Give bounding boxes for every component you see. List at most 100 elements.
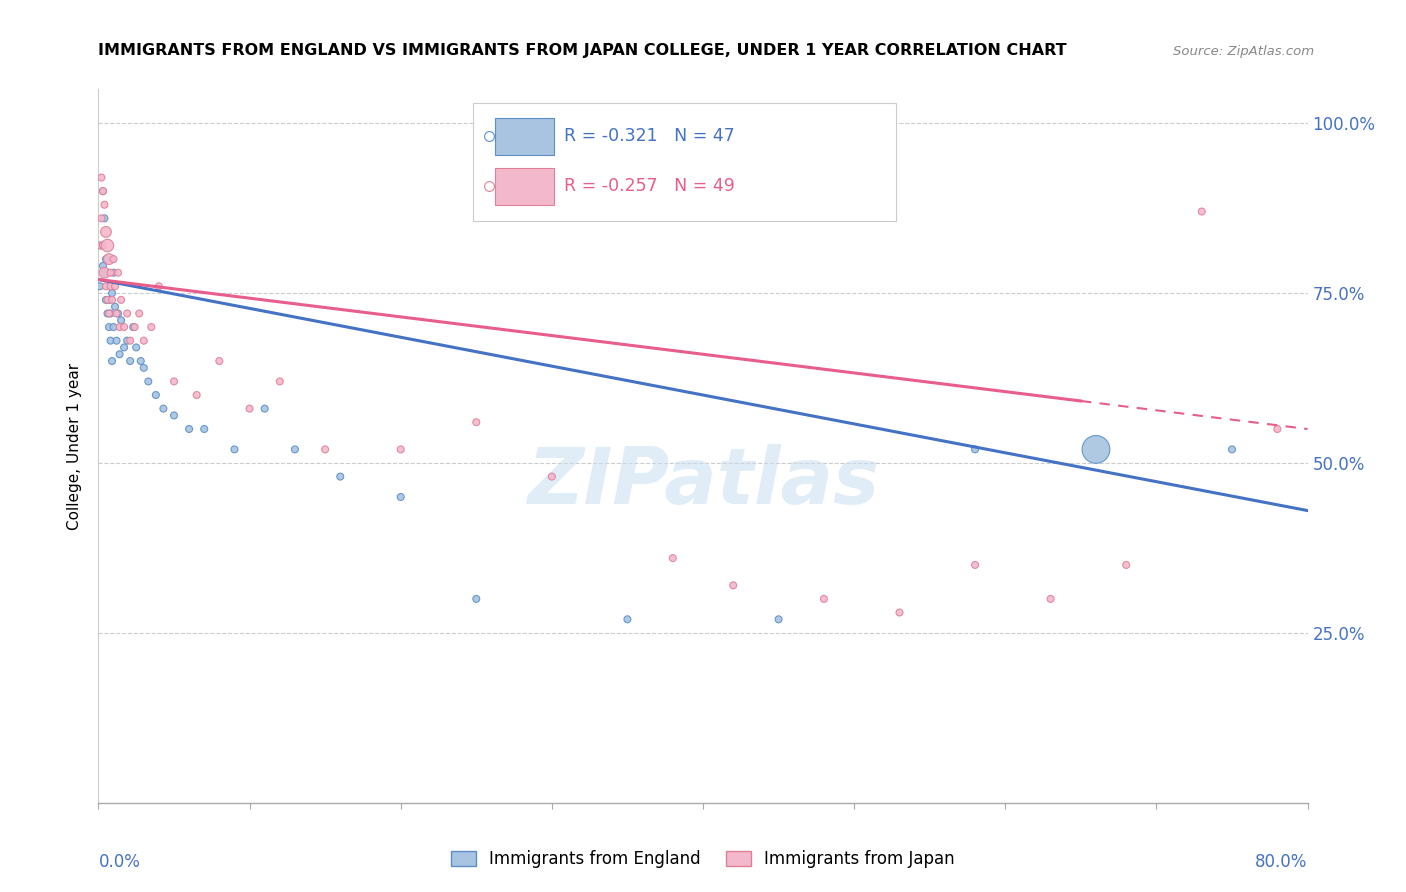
Point xyxy=(107,306,129,320)
Point xyxy=(90,170,112,185)
Point xyxy=(101,354,124,368)
Point xyxy=(1267,422,1289,436)
Point xyxy=(224,442,246,457)
Point xyxy=(465,415,488,429)
Point xyxy=(101,293,124,307)
Point xyxy=(94,279,117,293)
Point xyxy=(813,591,835,606)
Point xyxy=(93,266,115,280)
Point xyxy=(120,334,142,348)
Text: R = -0.257   N = 49: R = -0.257 N = 49 xyxy=(564,177,735,194)
Text: 80.0%: 80.0% xyxy=(1256,853,1308,871)
Point xyxy=(128,306,150,320)
Point xyxy=(98,320,121,334)
Point xyxy=(120,354,142,368)
Point xyxy=(141,320,163,334)
Point xyxy=(94,252,117,266)
Point xyxy=(110,313,132,327)
Point xyxy=(94,225,117,239)
Point xyxy=(1341,565,1364,579)
Point xyxy=(145,388,167,402)
Point xyxy=(91,259,114,273)
Point xyxy=(1085,442,1108,457)
FancyBboxPatch shape xyxy=(474,103,897,221)
Point xyxy=(110,293,132,307)
Point xyxy=(103,320,125,334)
Point xyxy=(89,279,111,293)
Point xyxy=(193,422,215,436)
Point xyxy=(129,354,152,368)
Point xyxy=(125,341,148,355)
Y-axis label: College, Under 1 year: College, Under 1 year xyxy=(67,362,83,530)
Point xyxy=(100,279,122,293)
Point xyxy=(107,266,129,280)
Point xyxy=(100,306,122,320)
Point xyxy=(115,334,138,348)
Point xyxy=(965,558,987,572)
Point xyxy=(768,612,790,626)
Text: ZIPatlas: ZIPatlas xyxy=(527,443,879,520)
Point xyxy=(98,306,121,320)
Point xyxy=(179,422,201,436)
Point xyxy=(314,442,336,457)
Point xyxy=(148,279,170,293)
Point xyxy=(93,198,115,212)
Point xyxy=(103,266,125,280)
Point xyxy=(575,208,598,222)
Point xyxy=(89,238,111,252)
Legend: Immigrants from England, Immigrants from Japan: Immigrants from England, Immigrants from… xyxy=(444,844,962,875)
Point xyxy=(269,375,291,389)
Point xyxy=(91,184,114,198)
Point xyxy=(108,320,131,334)
Point xyxy=(132,334,155,348)
Point xyxy=(91,184,114,198)
Point xyxy=(98,293,121,307)
Point xyxy=(122,320,145,334)
Point xyxy=(163,409,186,423)
Point xyxy=(103,252,125,266)
Point xyxy=(90,238,112,252)
Point xyxy=(616,612,638,626)
Point xyxy=(1220,442,1243,457)
Point xyxy=(239,401,262,416)
Point xyxy=(723,578,745,592)
FancyBboxPatch shape xyxy=(495,118,554,155)
Text: Source: ZipAtlas.com: Source: ZipAtlas.com xyxy=(1174,45,1315,58)
FancyBboxPatch shape xyxy=(495,168,554,205)
Point xyxy=(662,551,685,566)
Text: 0.0%: 0.0% xyxy=(98,853,141,871)
Point xyxy=(104,279,127,293)
Point xyxy=(115,306,138,320)
Point xyxy=(465,591,488,606)
Point xyxy=(389,442,412,457)
Point xyxy=(108,347,131,361)
Text: IMMIGRANTS FROM ENGLAND VS IMMIGRANTS FROM JAPAN COLLEGE, UNDER 1 YEAR CORRELATI: IMMIGRANTS FROM ENGLAND VS IMMIGRANTS FR… xyxy=(98,43,1067,58)
Point xyxy=(1039,591,1062,606)
Point xyxy=(96,306,118,320)
Point xyxy=(1191,204,1213,219)
Point xyxy=(965,442,987,457)
Point xyxy=(105,306,128,320)
Point xyxy=(152,401,174,416)
Point xyxy=(91,238,114,252)
Point xyxy=(90,211,112,226)
Point xyxy=(93,266,115,280)
Point xyxy=(136,375,159,389)
Point xyxy=(329,469,352,483)
Text: R = -0.321   N = 47: R = -0.321 N = 47 xyxy=(564,127,735,145)
Point xyxy=(112,320,135,334)
Point xyxy=(575,161,598,175)
Point xyxy=(284,442,307,457)
Point xyxy=(253,401,276,416)
Point xyxy=(389,490,412,504)
Point xyxy=(208,354,231,368)
Point xyxy=(94,293,117,307)
Point xyxy=(104,300,127,314)
Point xyxy=(112,341,135,355)
Point xyxy=(163,375,186,389)
Point xyxy=(105,334,128,348)
Point xyxy=(124,320,146,334)
Point xyxy=(132,360,155,375)
Point xyxy=(889,606,911,620)
Point xyxy=(96,238,118,252)
